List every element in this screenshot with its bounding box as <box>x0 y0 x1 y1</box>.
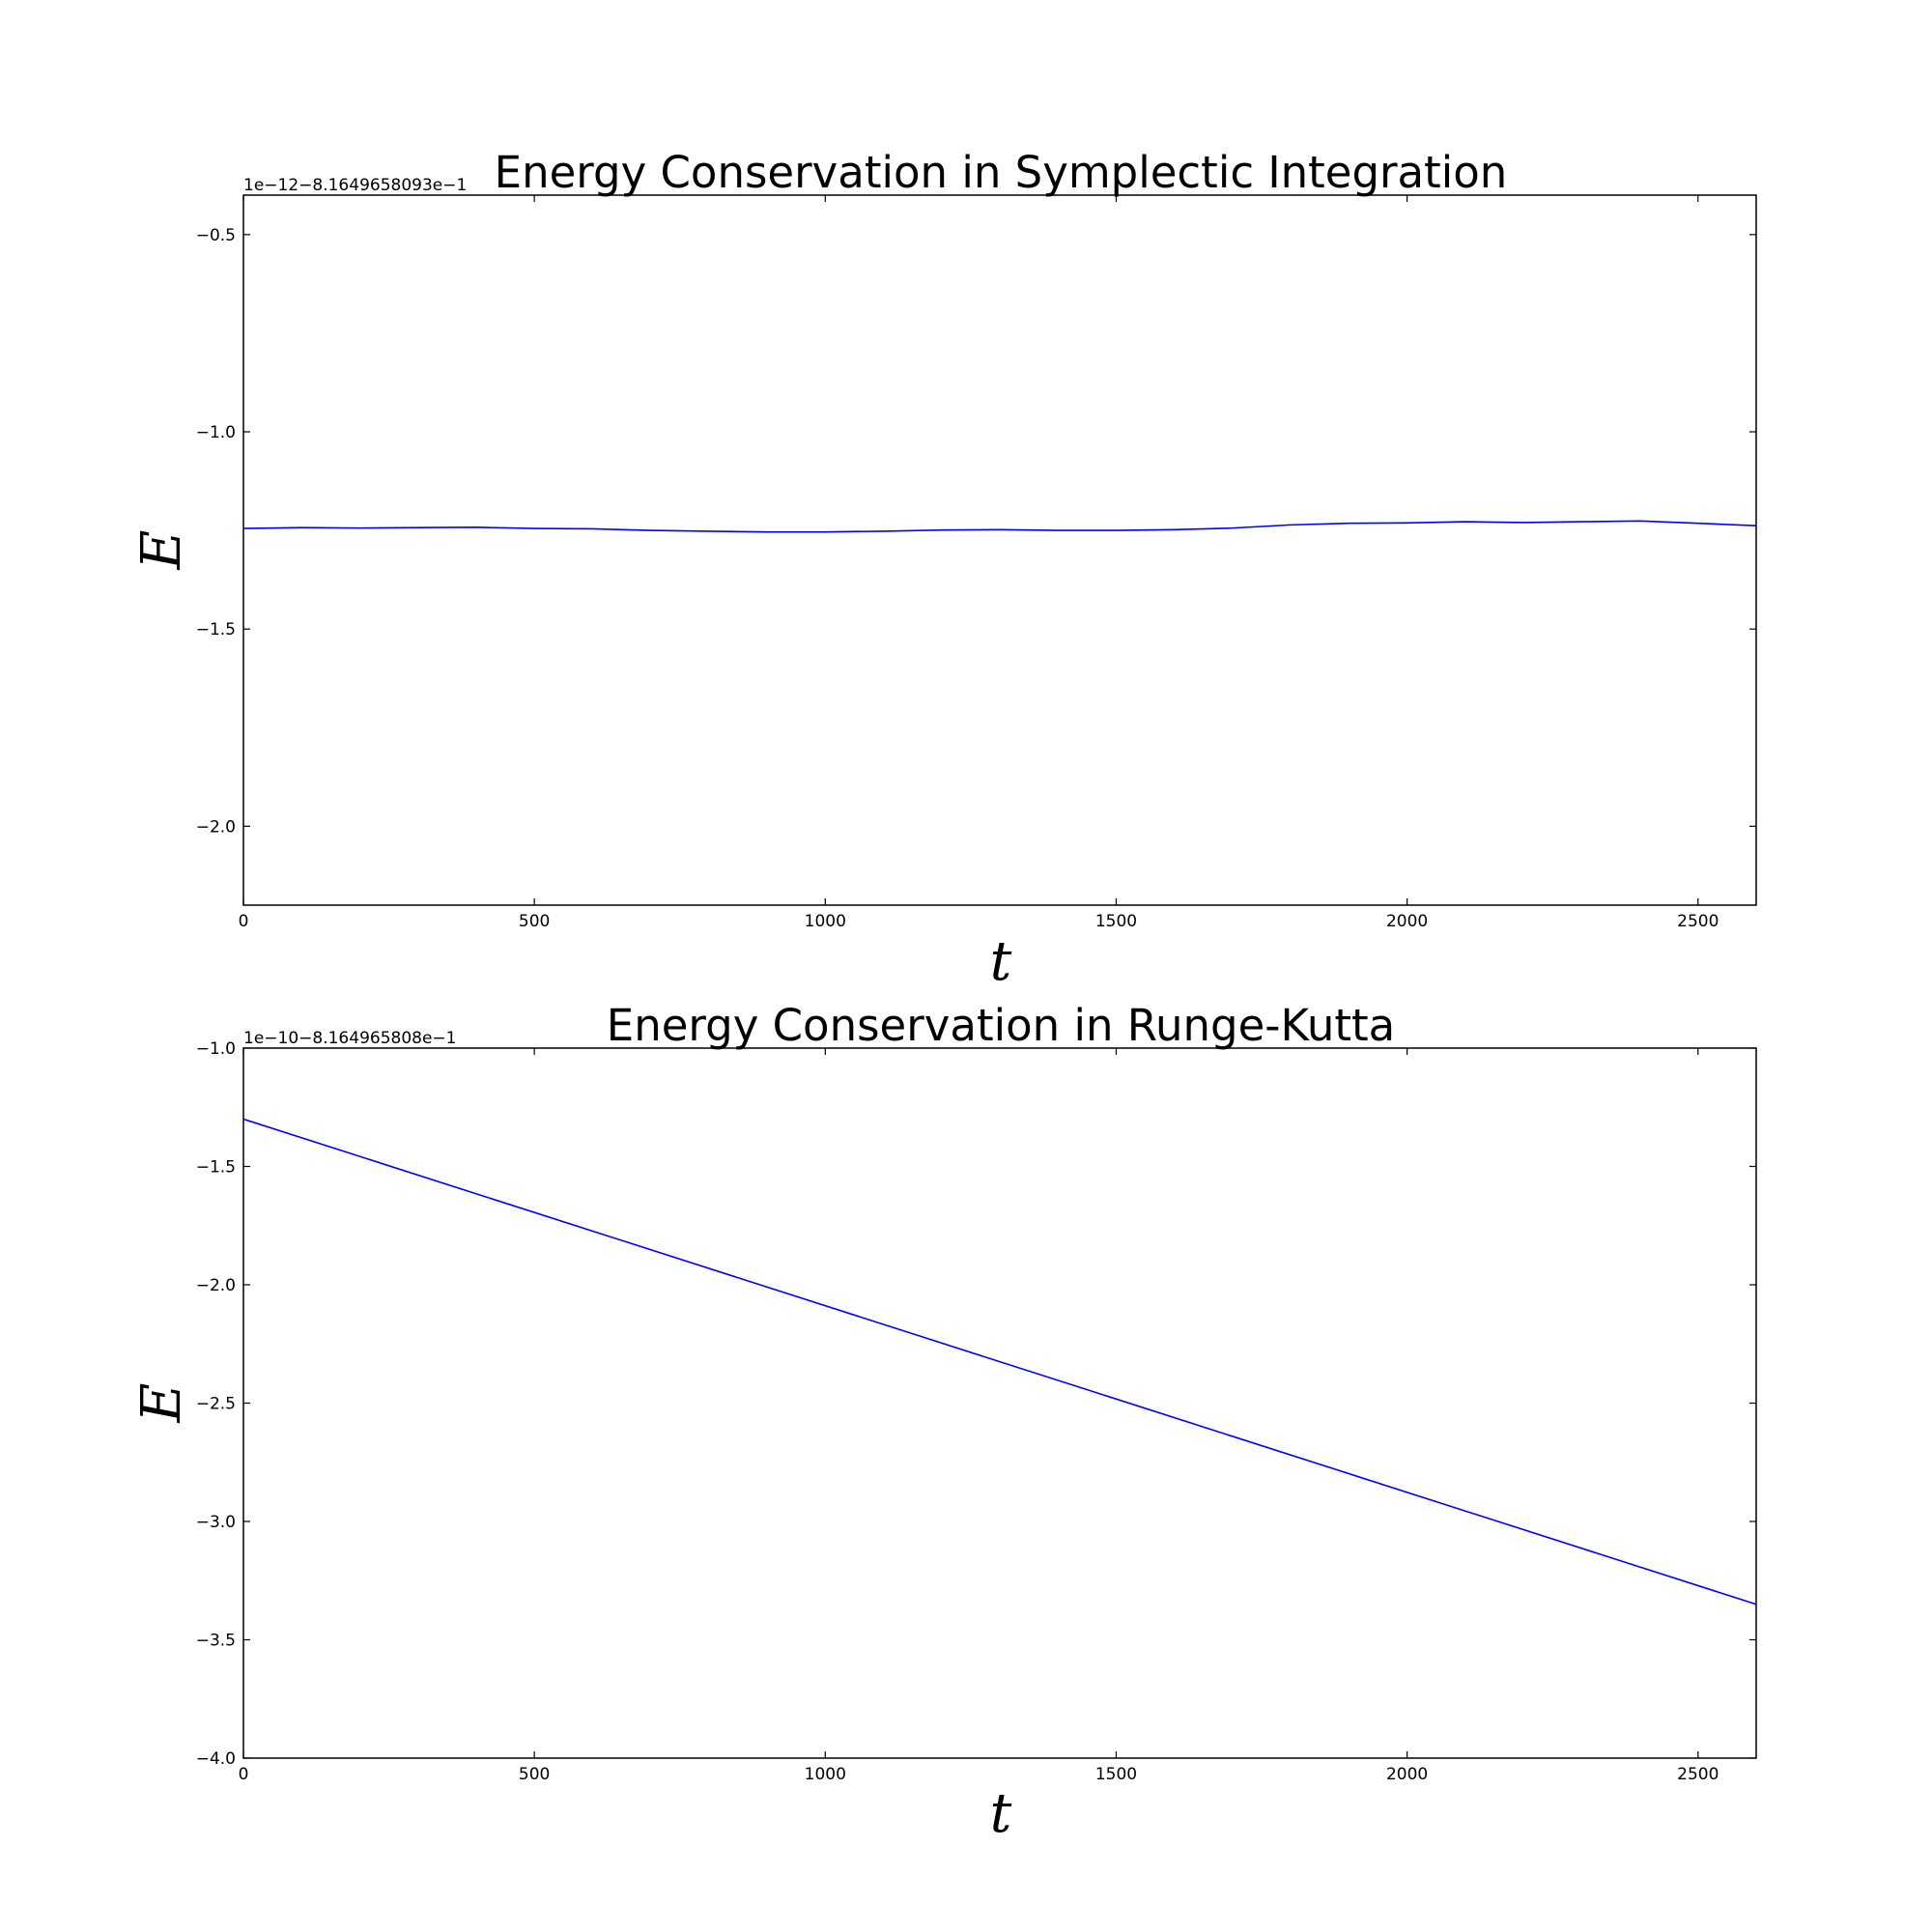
y-tick-label: −2.0 <box>196 1276 236 1295</box>
y-tick-label: −1.5 <box>196 620 236 639</box>
chart-title: Energy Conservation in Symplectic Integr… <box>495 147 1508 198</box>
x-tick-label: 0 <box>239 912 249 931</box>
x-tick-label: 500 <box>519 912 550 931</box>
x-axis-label: t <box>990 1782 1012 1845</box>
tick-group: 0 500 1000 1500 2000 2500 −0.5 −1.0 −1.5 −2.0 <box>196 195 1756 931</box>
x-tick-label: 1000 <box>805 912 846 931</box>
y-tick-label: −1.0 <box>196 423 236 442</box>
subplot-symplectic: Energy Conservation in Symplectic Integr… <box>130 147 1757 993</box>
x-tick-label: 2000 <box>1386 912 1428 931</box>
series-line <box>242 520 1757 533</box>
x-tick-label: 0 <box>239 1765 249 1784</box>
x-tick-label: 1500 <box>1095 912 1137 931</box>
y-tick-label: −0.5 <box>196 226 236 245</box>
y-tick-label: −3.0 <box>196 1513 236 1532</box>
y-offset-text: 1e−12−8.1649658093e−1 <box>243 176 467 195</box>
x-axis-label: t <box>990 930 1012 993</box>
chart-title: Energy Conservation in Runge-Kutta <box>607 1000 1395 1051</box>
y-tick-label: −1.5 <box>196 1158 236 1178</box>
x-tick-label: 1000 <box>805 1765 846 1784</box>
y-tick-label: −2.5 <box>196 1395 236 1414</box>
x-tick-label: 500 <box>519 1765 550 1784</box>
x-tick-label: 1500 <box>1095 1765 1137 1784</box>
plot-frame <box>242 1047 1757 1759</box>
y-offset-text: 1e−10−8.164965808e−1 <box>243 1029 456 1048</box>
x-tick-label: 2000 <box>1386 1765 1428 1784</box>
y-tick-label: −3.5 <box>196 1632 236 1651</box>
x-tick-label: 2500 <box>1677 1765 1719 1784</box>
y-axis-label: E <box>130 1383 193 1424</box>
x-tick-label: 2500 <box>1677 912 1719 931</box>
tick-group: 0 500 1000 1500 2000 2500 −1.0 −1.5 −2.0 −2.5 −3.0… <box>196 1039 1756 1784</box>
y-axis-label: E <box>130 530 193 571</box>
y-tick-label: −4.0 <box>196 1749 236 1769</box>
series-line <box>242 1118 1757 1605</box>
y-tick-label: −1.0 <box>196 1039 236 1059</box>
y-tick-label: −2.0 <box>196 817 236 837</box>
plot-frame <box>242 194 1757 906</box>
subplot-runge-kutta: Energy Conservation in Runge-Kutta 1e−10… <box>130 1000 1757 1845</box>
